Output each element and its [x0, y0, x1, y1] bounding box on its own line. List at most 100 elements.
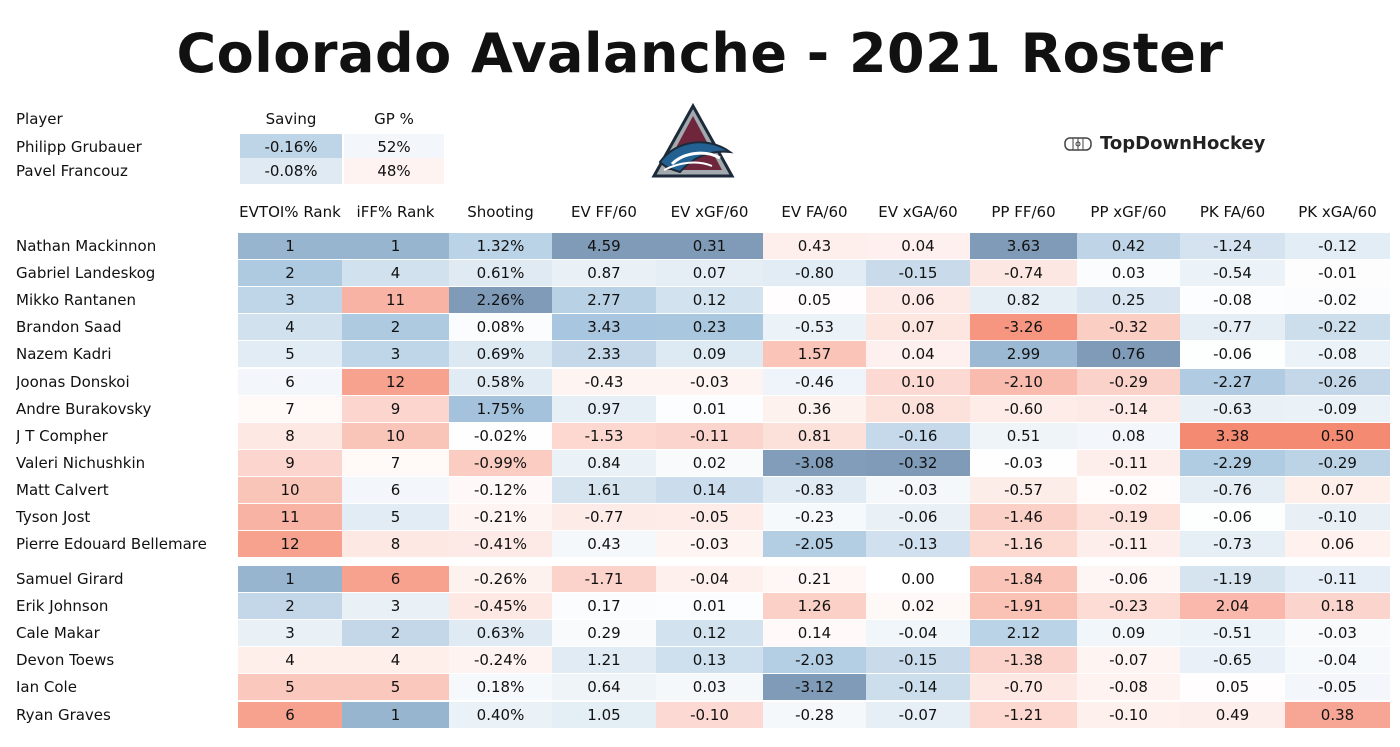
stat-cell: -0.04: [656, 566, 763, 592]
stat-cell: 1.21: [552, 647, 656, 673]
stat-cell: 0.03: [1077, 260, 1180, 286]
stat-cell: 12: [342, 369, 449, 395]
player-name: Joonas Donskoi: [16, 369, 236, 395]
stat-cell: -2.10: [970, 369, 1077, 395]
player-name: Gabriel Landeskog: [16, 260, 236, 286]
stat-cell: 1: [342, 233, 449, 259]
stat-cell: 5: [238, 341, 342, 367]
goalie-saving-cell: -0.16%: [240, 134, 342, 160]
stat-cell: -0.15: [866, 260, 970, 286]
goalie-header-player: Player: [16, 106, 216, 132]
stat-cell: -0.15: [866, 647, 970, 673]
stat-cell: -0.10: [1285, 504, 1390, 530]
stat-cell: 0.23: [656, 314, 763, 340]
stat-cell: 2: [238, 593, 342, 619]
column-header: PP FF/60: [970, 199, 1077, 225]
column-header: PK FA/60: [1180, 199, 1285, 225]
stat-cell: 4: [342, 647, 449, 673]
stat-cell: 10: [342, 423, 449, 449]
stat-cell: 6: [342, 566, 449, 592]
goalie-gp-cell: 48%: [344, 158, 444, 184]
stat-cell: 2.12: [970, 620, 1077, 646]
stat-cell: 0.82: [970, 287, 1077, 313]
stat-cell: 0.12: [656, 287, 763, 313]
stat-cell: -2.29: [1180, 450, 1285, 476]
stat-cell: -0.29: [1285, 450, 1390, 476]
stat-cell: 1: [238, 233, 342, 259]
stat-cell: -0.12%: [449, 477, 552, 503]
stat-cell: -0.28: [763, 702, 866, 728]
stat-cell: 6: [342, 477, 449, 503]
stat-cell: -0.07: [866, 702, 970, 728]
group-separator: [238, 561, 1390, 563]
stat-cell: 7: [238, 396, 342, 422]
stat-cell: -0.53: [763, 314, 866, 340]
stat-cell: -0.22: [1285, 314, 1390, 340]
stat-cell: 0.40%: [449, 702, 552, 728]
stat-cell: 0.42: [1077, 233, 1180, 259]
stat-cell: -0.83: [763, 477, 866, 503]
stat-cell: -3.12: [763, 674, 866, 700]
stat-cell: 2.26%: [449, 287, 552, 313]
stat-cell: -0.10: [1077, 702, 1180, 728]
stat-cell: -0.08: [1180, 287, 1285, 313]
stat-cell: 0.04: [866, 233, 970, 259]
stat-cell: 0.18%: [449, 674, 552, 700]
stat-cell: -0.13: [866, 531, 970, 557]
topdownhockey-brand: TopDownHockey: [1064, 132, 1265, 156]
goalie-header-saving: Saving: [240, 106, 342, 132]
stat-cell: -0.06: [1077, 566, 1180, 592]
stat-cell: -0.04: [1285, 647, 1390, 673]
stat-cell: 0.01: [656, 396, 763, 422]
stat-cell: 0.84: [552, 450, 656, 476]
stat-cell: -1.24: [1180, 233, 1285, 259]
stat-cell: -0.51: [1180, 620, 1285, 646]
stat-cell: -1.91: [970, 593, 1077, 619]
player-name: Tyson Jost: [16, 504, 236, 530]
stat-cell: 3.63: [970, 233, 1077, 259]
stat-cell: 1.61: [552, 477, 656, 503]
stat-cell: -3.08: [763, 450, 866, 476]
stat-cell: -1.16: [970, 531, 1077, 557]
stat-cell: 0.61%: [449, 260, 552, 286]
stat-cell: 1.05: [552, 702, 656, 728]
stat-cell: -0.06: [1180, 504, 1285, 530]
stat-cell: 0.43: [552, 531, 656, 557]
column-header: EV FF/60: [552, 199, 656, 225]
stat-cell: 0.14: [763, 620, 866, 646]
stat-cell: -0.32: [866, 450, 970, 476]
stat-cell: -0.99%: [449, 450, 552, 476]
stat-cell: 0.43: [763, 233, 866, 259]
stat-cell: 12: [238, 531, 342, 557]
stat-cell: -0.04: [866, 620, 970, 646]
player-name: J T Compher: [16, 423, 236, 449]
stat-cell: -0.74: [970, 260, 1077, 286]
stat-cell: 0.21: [763, 566, 866, 592]
player-name: Pierre Edouard Bellemare: [16, 531, 236, 557]
goalie-saving-cell: -0.08%: [240, 158, 342, 184]
stat-cell: 0.09: [656, 341, 763, 367]
stat-cell: 0.29: [552, 620, 656, 646]
stat-cell: 1: [342, 702, 449, 728]
stat-cell: 0.38: [1285, 702, 1390, 728]
stat-cell: 0.14: [656, 477, 763, 503]
rink-icon: [1064, 137, 1092, 151]
stat-cell: 0.87: [552, 260, 656, 286]
stat-cell: -0.14: [866, 674, 970, 700]
stat-cell: -1.84: [970, 566, 1077, 592]
stat-cell: -0.54: [1180, 260, 1285, 286]
player-name: Matt Calvert: [16, 477, 236, 503]
stat-cell: 0.17: [552, 593, 656, 619]
stat-cell: 0.06: [1285, 531, 1390, 557]
stat-cell: 5: [342, 504, 449, 530]
stat-cell: -0.23: [1077, 593, 1180, 619]
stat-cell: -0.24%: [449, 647, 552, 673]
stat-cell: -0.03: [866, 477, 970, 503]
stat-cell: 3.38: [1180, 423, 1285, 449]
stat-cell: -0.08: [1077, 674, 1180, 700]
stat-cell: 3: [238, 287, 342, 313]
stat-cell: 2.99: [970, 341, 1077, 367]
column-header: EV xGF/60: [656, 199, 763, 225]
stat-cell: 2.04: [1180, 593, 1285, 619]
stat-cell: -0.70: [970, 674, 1077, 700]
